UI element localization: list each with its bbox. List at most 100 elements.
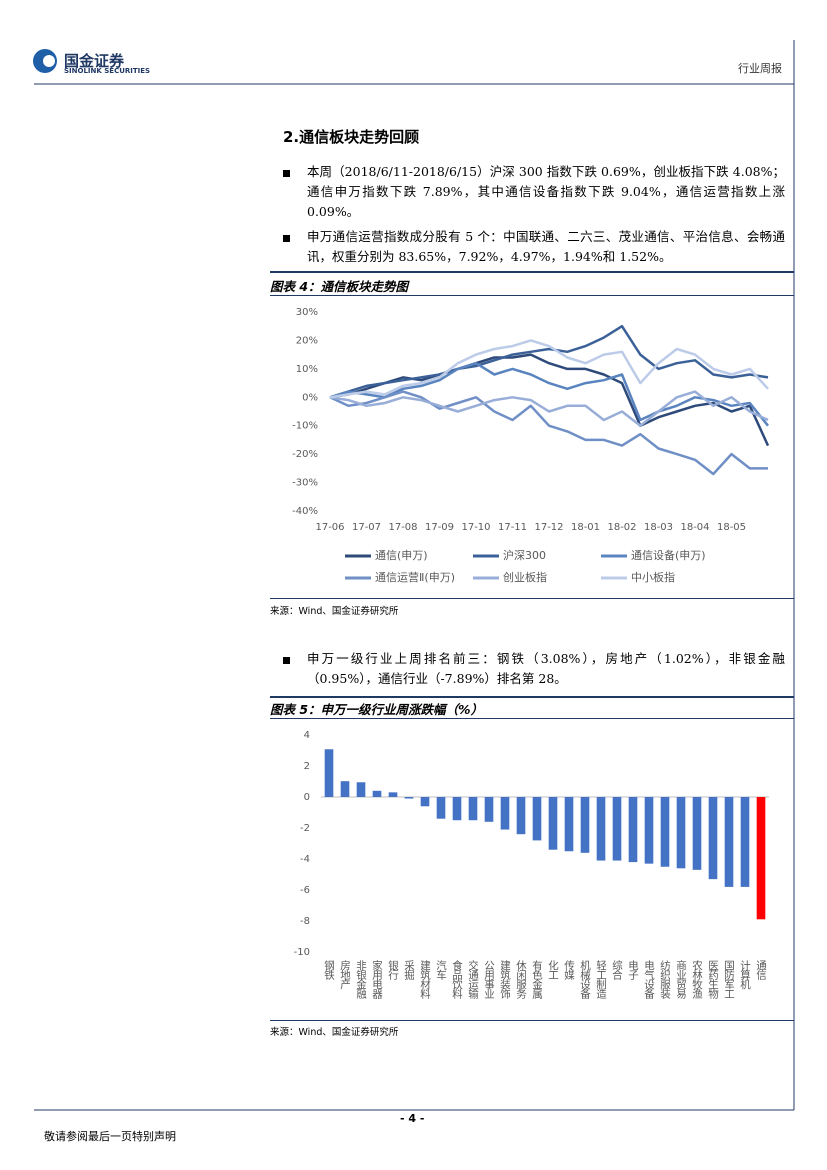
bar	[436, 797, 446, 819]
y-tick-label: -30%	[292, 478, 318, 489]
x-tick-label: 电气设备	[643, 959, 655, 1000]
source-rule	[270, 1020, 794, 1021]
x-tick-label: 银行	[387, 959, 399, 981]
bar	[612, 797, 622, 861]
report-type: 行业周报	[738, 62, 782, 75]
paragraph: 本周（2018/6/11-2018/6/15）沪深 300 指数下跌 0.69%…	[307, 164, 785, 219]
y-tick-label: -8	[300, 916, 310, 927]
bar	[644, 797, 654, 864]
x-tick-label: 农林牧渔	[691, 959, 703, 1000]
y-tick-label: 20%	[296, 335, 318, 346]
y-tick-label: -10	[294, 947, 310, 958]
bar	[708, 797, 718, 880]
x-tick-label: 化工	[547, 959, 559, 979]
x-tick-label: 综合	[611, 959, 623, 981]
paragraph: 申万通信运营指数成分股有 5 个：中国联通、二六三、茂业通信、平治信息、会畅通讯…	[307, 229, 785, 264]
logo-text: 国金证券	[64, 52, 125, 70]
legend-label: 沪深300	[503, 548, 546, 562]
bar	[580, 797, 590, 853]
y-tick-label: -20%	[292, 449, 318, 460]
caption-rule	[270, 271, 794, 273]
bar	[692, 797, 702, 870]
x-tick-label: 商业贸易	[675, 959, 687, 1000]
line-series	[329, 390, 769, 427]
section-title: 2.通信板块走势回顾	[283, 128, 420, 146]
x-tick-label: 食品饮料	[451, 959, 463, 1000]
x-tick-label: 17-10	[461, 522, 490, 533]
legend-label: 通信运营Ⅱ(申万)	[375, 570, 455, 584]
bar	[596, 797, 606, 861]
x-tick-label: 家用电器	[371, 959, 383, 1000]
caption-rule	[270, 696, 794, 698]
y-tick-label: 30%	[296, 307, 318, 318]
legend-label: 中小板指	[631, 570, 675, 584]
y-tick-label: 10%	[296, 364, 318, 375]
y-tick-label: -2	[300, 823, 310, 834]
x-tick-label: 休闲服务	[515, 960, 527, 1000]
figure-source: 来源：Wind、国金证券研究所	[270, 606, 399, 617]
bar	[356, 782, 366, 797]
figure-caption: 图表 4：通信板块走势图	[270, 279, 409, 294]
x-tick-label: 房地产	[339, 959, 351, 990]
line-series	[329, 353, 770, 447]
bar	[420, 797, 430, 807]
x-tick-label: 17-11	[498, 522, 527, 533]
bar	[516, 797, 526, 835]
bar	[452, 797, 462, 821]
x-tick-label: 纺织服装	[659, 959, 671, 1000]
disclaimer: 敬请参阅最后一页特别声明	[44, 1130, 176, 1143]
x-tick-label: 建筑材料	[419, 959, 431, 1000]
x-tick-label: 18-04	[680, 522, 709, 533]
x-tick-label: 17-06	[315, 522, 344, 533]
x-tick-label: 机械设备	[579, 959, 591, 1000]
x-tick-label: 18-05	[717, 522, 746, 533]
bar	[484, 797, 494, 822]
x-tick-label: 公用事业	[483, 960, 495, 999]
legend-label: 通信设备(申万)	[631, 548, 706, 562]
y-tick-label: -40%	[292, 506, 318, 517]
bar	[628, 797, 638, 863]
source-rule	[270, 598, 794, 599]
figure-source: 来源：Wind、国金证券研究所	[270, 1027, 399, 1038]
y-tick-label: 0	[304, 792, 310, 803]
bar	[340, 781, 350, 797]
caption-rule	[270, 295, 794, 296]
line-series	[329, 361, 769, 427]
bullet-marker	[283, 657, 290, 664]
x-tick-label: 18-03	[644, 522, 673, 533]
paragraph: 申万一级行业上周排名前三：钢铁（3.08%），房地产（1.02%），非银金融（0…	[307, 651, 785, 686]
x-tick-label: 传媒	[563, 960, 575, 981]
bar	[324, 749, 334, 797]
x-tick-label: 电子	[627, 959, 639, 980]
x-tick-label: 采掘	[403, 960, 415, 981]
x-tick-label: 轻工制造	[595, 959, 607, 999]
x-tick-label: 钢铁	[323, 959, 335, 981]
legend-label: 通信(申万)	[375, 549, 428, 562]
bar	[404, 797, 414, 799]
x-tick-label: 汽车	[435, 959, 447, 981]
bar	[564, 797, 574, 852]
y-tick-label: 2	[304, 761, 310, 772]
figure-caption: 图表 5：申万一级行业周涨跌幅（%）	[270, 702, 484, 717]
bullet-marker	[283, 235, 290, 242]
x-tick-label: 17-12	[534, 522, 563, 533]
page-number: - 4 -	[400, 1112, 425, 1125]
y-tick-label: -10%	[292, 421, 318, 432]
y-tick-label: 0%	[302, 392, 318, 403]
legend-label: 创业板指	[503, 570, 547, 584]
x-tick-label: 17-07	[352, 522, 381, 533]
bar	[372, 790, 382, 797]
caption-rule	[270, 718, 794, 719]
bar	[468, 797, 478, 821]
y-tick-label: 4	[304, 730, 310, 741]
x-tick-label: 通信	[755, 960, 767, 981]
y-tick-label: -6	[300, 885, 310, 896]
x-tick-label: 医药生物	[707, 960, 719, 1000]
x-tick-label: 17-08	[388, 522, 417, 533]
bar	[500, 797, 510, 830]
x-tick-label: 国防军工	[723, 960, 735, 998]
bar	[740, 797, 750, 887]
bar	[388, 792, 398, 797]
